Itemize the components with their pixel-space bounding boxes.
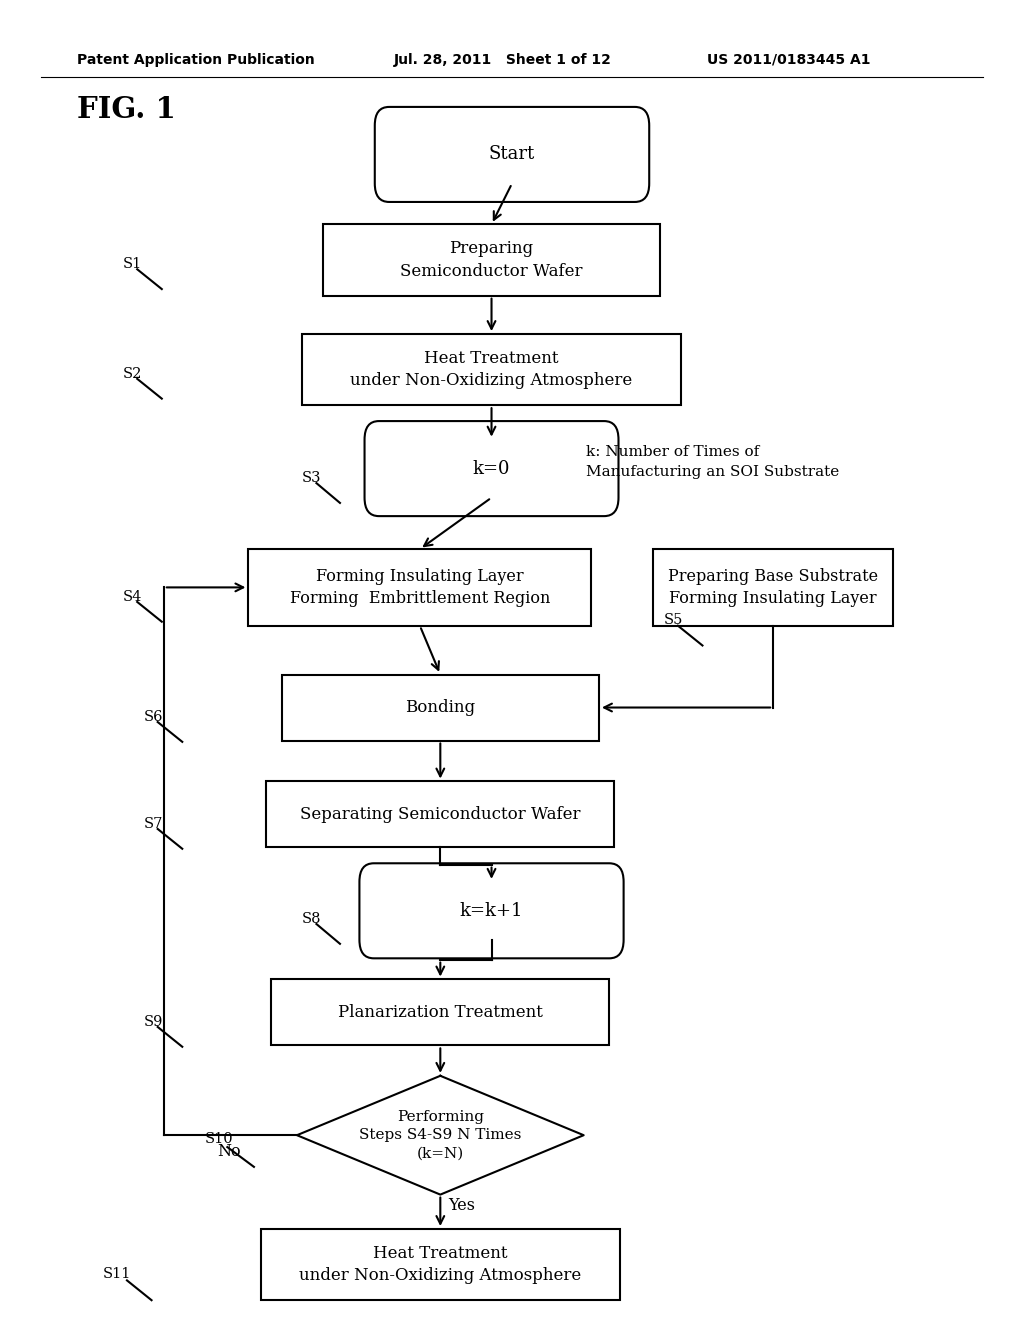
Text: Bonding: Bonding xyxy=(406,700,475,715)
Text: k=0: k=0 xyxy=(473,459,510,478)
Bar xyxy=(302,334,681,405)
Bar xyxy=(282,675,599,741)
Text: Start: Start xyxy=(488,145,536,164)
Text: No: No xyxy=(217,1143,241,1159)
Text: S3: S3 xyxy=(302,471,322,484)
Text: Planarization Treatment: Planarization Treatment xyxy=(338,1005,543,1020)
Text: Performing
Steps S4-S9 N Times
(k=N): Performing Steps S4-S9 N Times (k=N) xyxy=(359,1110,521,1160)
Polygon shape xyxy=(297,1076,584,1195)
Text: S11: S11 xyxy=(102,1267,131,1280)
FancyBboxPatch shape xyxy=(365,421,618,516)
Text: S9: S9 xyxy=(143,1015,163,1028)
Bar xyxy=(266,781,614,847)
FancyBboxPatch shape xyxy=(359,863,624,958)
Bar xyxy=(323,224,660,296)
Text: S6: S6 xyxy=(143,710,163,723)
Text: S4: S4 xyxy=(123,590,142,603)
Text: Patent Application Publication: Patent Application Publication xyxy=(77,53,314,67)
Bar xyxy=(271,979,609,1045)
Text: Preparing
Semiconductor Wafer: Preparing Semiconductor Wafer xyxy=(400,240,583,280)
Text: FIG. 1: FIG. 1 xyxy=(77,95,175,124)
Text: k: Number of Times of
Manufacturing an SOI Substrate: k: Number of Times of Manufacturing an S… xyxy=(586,445,839,479)
Bar xyxy=(248,549,592,626)
Text: Forming Insulating Layer
Forming  Embrittlement Region: Forming Insulating Layer Forming Embritt… xyxy=(290,568,550,607)
Text: US 2011/0183445 A1: US 2011/0183445 A1 xyxy=(707,53,870,67)
Text: S1: S1 xyxy=(123,257,142,271)
Text: S10: S10 xyxy=(205,1133,233,1146)
Text: S2: S2 xyxy=(123,367,142,380)
Text: Preparing Base Substrate
Forming Insulating Layer: Preparing Base Substrate Forming Insulat… xyxy=(668,568,879,607)
Text: S7: S7 xyxy=(143,817,163,830)
Text: k=k+1: k=k+1 xyxy=(460,902,523,920)
Bar xyxy=(653,549,893,626)
Text: Separating Semiconductor Wafer: Separating Semiconductor Wafer xyxy=(300,807,581,822)
Text: S5: S5 xyxy=(664,614,683,627)
Bar xyxy=(261,1229,620,1300)
Text: Yes: Yes xyxy=(449,1197,475,1213)
FancyBboxPatch shape xyxy=(375,107,649,202)
Text: Heat Treatment
under Non-Oxidizing Atmosphere: Heat Treatment under Non-Oxidizing Atmos… xyxy=(299,1245,582,1284)
Text: Heat Treatment
under Non-Oxidizing Atmosphere: Heat Treatment under Non-Oxidizing Atmos… xyxy=(350,350,633,389)
Text: Jul. 28, 2011   Sheet 1 of 12: Jul. 28, 2011 Sheet 1 of 12 xyxy=(394,53,612,67)
Text: S8: S8 xyxy=(302,912,322,925)
